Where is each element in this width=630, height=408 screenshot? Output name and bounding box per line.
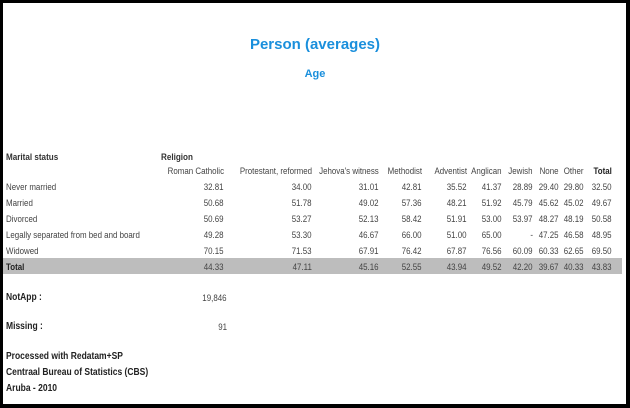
- table-cell: 76.42: [402, 246, 422, 256]
- footer-line: Aruba - 2010: [6, 383, 58, 394]
- report-subtitle: Age: [304, 68, 326, 80]
- table-cell: 60.33: [539, 246, 559, 256]
- table-cell: 70.15: [204, 246, 224, 256]
- table-cell: 48.21: [447, 198, 467, 208]
- column-header: Jehova's witness: [319, 166, 379, 176]
- column-header: Jewish: [508, 166, 533, 176]
- table-cell: 51.00: [447, 230, 467, 240]
- table-cell: 53.30: [292, 230, 312, 240]
- table-cell: 44.33: [204, 262, 224, 272]
- table-cell: 51.78: [292, 198, 312, 208]
- table-cell: 41.37: [482, 182, 502, 192]
- table-cell: 53.00: [482, 214, 502, 224]
- table-cell: 48.27: [539, 214, 559, 224]
- column-header: Anglican: [471, 166, 502, 176]
- report-title: Person (averages): [249, 36, 381, 53]
- table-cell: 47.25: [539, 230, 559, 240]
- notapp-label: NotApp :: [6, 292, 42, 303]
- table-cell: 53.27: [292, 214, 312, 224]
- table-cell: 46.58: [564, 230, 584, 240]
- table-cell: 58.42: [402, 214, 422, 224]
- table-cell: 47.11: [292, 262, 312, 272]
- column-header: Total: [593, 166, 612, 176]
- table-cell: -: [530, 230, 533, 240]
- table-cell: 67.87: [447, 246, 467, 256]
- column-header: Roman Catholic: [167, 166, 224, 176]
- table-cell: 46.67: [359, 230, 379, 240]
- missing-label: Missing :: [6, 321, 43, 332]
- missing-value: 91: [218, 322, 227, 332]
- total-row-band: [3, 258, 622, 274]
- table-cell: 48.95: [592, 230, 612, 240]
- table-cell: 42.81: [402, 182, 422, 192]
- row-label: Legally separated from bed and board: [6, 230, 140, 240]
- table-cell: 52.13: [359, 214, 379, 224]
- table-cell: 65.00: [482, 230, 502, 240]
- table-cell: 35.52: [447, 182, 467, 192]
- table-cell: 50.58: [592, 214, 612, 224]
- column-header: Adventist: [434, 166, 467, 176]
- table-cell: 57.36: [402, 198, 422, 208]
- row-label: Divorced: [6, 214, 38, 224]
- table-cell: 34.00: [292, 182, 312, 192]
- table-cell: 53.97: [513, 214, 533, 224]
- table-cell: 28.89: [513, 182, 533, 192]
- table-cell: 29.40: [539, 182, 559, 192]
- table-cell: 62.65: [564, 246, 584, 256]
- table-cell: 49.52: [482, 262, 502, 272]
- footer-line: Centraal Bureau of Statistics (CBS): [6, 367, 149, 378]
- footer-line: Processed with Redatam+SP: [6, 351, 123, 362]
- table-cell: 39.67: [539, 262, 559, 272]
- column-header: Protestant, reformed: [239, 166, 312, 176]
- table-cell: 51.91: [447, 214, 467, 224]
- notapp-value: 19,846: [202, 293, 227, 303]
- table-cell: 32.50: [592, 182, 612, 192]
- table-cell: 42.20: [513, 262, 533, 272]
- table-cell: 50.68: [204, 198, 224, 208]
- table-cell: 45.16: [359, 262, 379, 272]
- column-group-header: Religion: [161, 152, 193, 162]
- table-cell: 69.50: [592, 246, 612, 256]
- column-header: None: [540, 166, 559, 176]
- column-header: Methodist: [387, 166, 422, 176]
- table-cell: 50.69: [204, 214, 224, 224]
- table-cell: 32.81: [204, 182, 224, 192]
- table-cell: 43.83: [592, 262, 612, 272]
- table-cell: 49.02: [359, 198, 379, 208]
- table-cell: 29.80: [564, 182, 584, 192]
- column-header: Other: [564, 166, 584, 176]
- report-page: [3, 3, 626, 404]
- row-label: Widowed: [6, 246, 39, 256]
- table-cell: 52.55: [402, 262, 422, 272]
- table-cell: 48.19: [564, 214, 584, 224]
- table-cell: 49.67: [592, 198, 612, 208]
- table-cell: 49.28: [204, 230, 224, 240]
- table-cell: 45.02: [564, 198, 584, 208]
- table-cell: 43.94: [447, 262, 467, 272]
- table-cell: 45.79: [513, 198, 533, 208]
- row-header: Marital status: [6, 152, 59, 162]
- table-cell: 71.53: [292, 246, 312, 256]
- table-cell: 66.00: [402, 230, 422, 240]
- table-cell: 31.01: [359, 182, 379, 192]
- row-label: Married: [6, 198, 33, 208]
- table-cell: 51.92: [482, 198, 502, 208]
- table-cell: 60.09: [513, 246, 533, 256]
- row-label: Never married: [6, 182, 57, 192]
- table-cell: 45.62: [539, 198, 559, 208]
- table-cell: 67.91: [359, 246, 379, 256]
- table-cell: 40.33: [564, 262, 584, 272]
- table-cell: 76.56: [482, 246, 502, 256]
- total-row-label: Total: [6, 262, 25, 272]
